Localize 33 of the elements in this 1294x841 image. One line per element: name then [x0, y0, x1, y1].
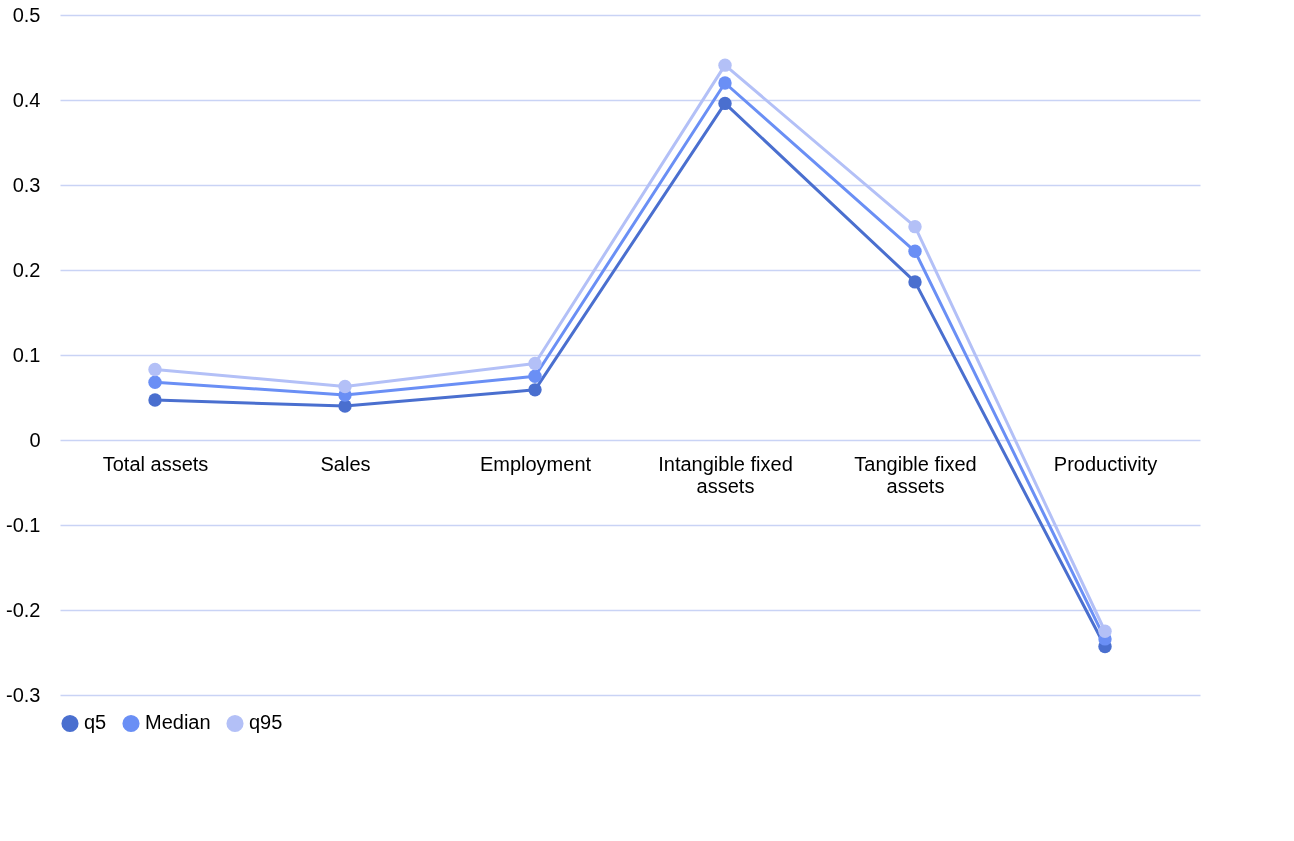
x-tick-label: Productivity	[1053, 452, 1158, 475]
point	[908, 219, 922, 234]
y-tick-label: 0.5	[12, 3, 41, 26]
legend-label: q95	[249, 711, 283, 734]
point	[908, 244, 922, 258]
x-tick-label: Employment	[479, 452, 592, 475]
point	[528, 369, 542, 383]
point	[908, 275, 922, 289]
y-tick-label: 0.1	[12, 343, 41, 366]
point	[1098, 624, 1112, 638]
y-tick-label: 0.4	[12, 88, 41, 111]
point	[148, 375, 162, 389]
x-tick-label: Total assets	[102, 452, 209, 475]
point	[718, 76, 732, 90]
point	[528, 383, 542, 397]
point	[148, 393, 162, 407]
point	[528, 356, 542, 371]
legend-label: Median	[145, 711, 211, 734]
y-tick-label: -0.3	[6, 683, 41, 706]
y-tick-label: 0	[29, 428, 41, 451]
y-tick-label: -0.2	[6, 598, 41, 621]
x-tick-label: Tangible fixed assets	[854, 452, 977, 497]
y-tick-label: 0.2	[12, 258, 41, 281]
y-tick-label: -0.1	[6, 513, 41, 536]
point	[718, 96, 732, 111]
legend-label: q5	[84, 711, 107, 734]
point	[148, 362, 162, 377]
point	[338, 379, 352, 394]
point	[718, 58, 732, 72]
x-tick-label: Intangible fixed assets	[658, 452, 793, 497]
point	[338, 399, 352, 413]
x-tick-label: Sales	[320, 452, 371, 475]
y-tick-label: 0.3	[12, 173, 41, 196]
